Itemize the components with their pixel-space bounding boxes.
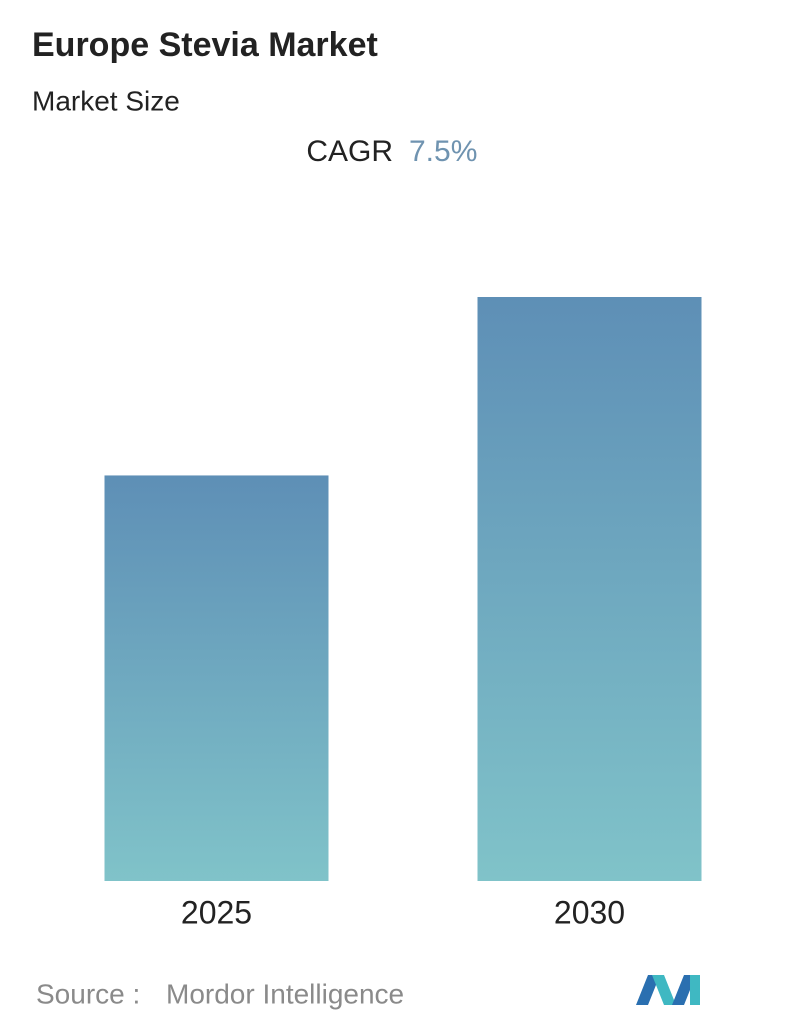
cagr-label: CAGR (306, 135, 393, 168)
source: Mordor Intelligence (166, 978, 404, 1009)
x-tick-label: 2030 (554, 894, 625, 930)
cagr-value: 7.5% (409, 135, 477, 168)
x-tick-label: 2025 (181, 894, 252, 930)
source-label: Source : (36, 978, 140, 1009)
bar (104, 475, 329, 881)
bar (477, 297, 702, 881)
chart-subtitle: Market Size (32, 85, 180, 116)
logo (636, 975, 700, 1005)
chart-title: Europe Stevia Market (32, 26, 378, 64)
